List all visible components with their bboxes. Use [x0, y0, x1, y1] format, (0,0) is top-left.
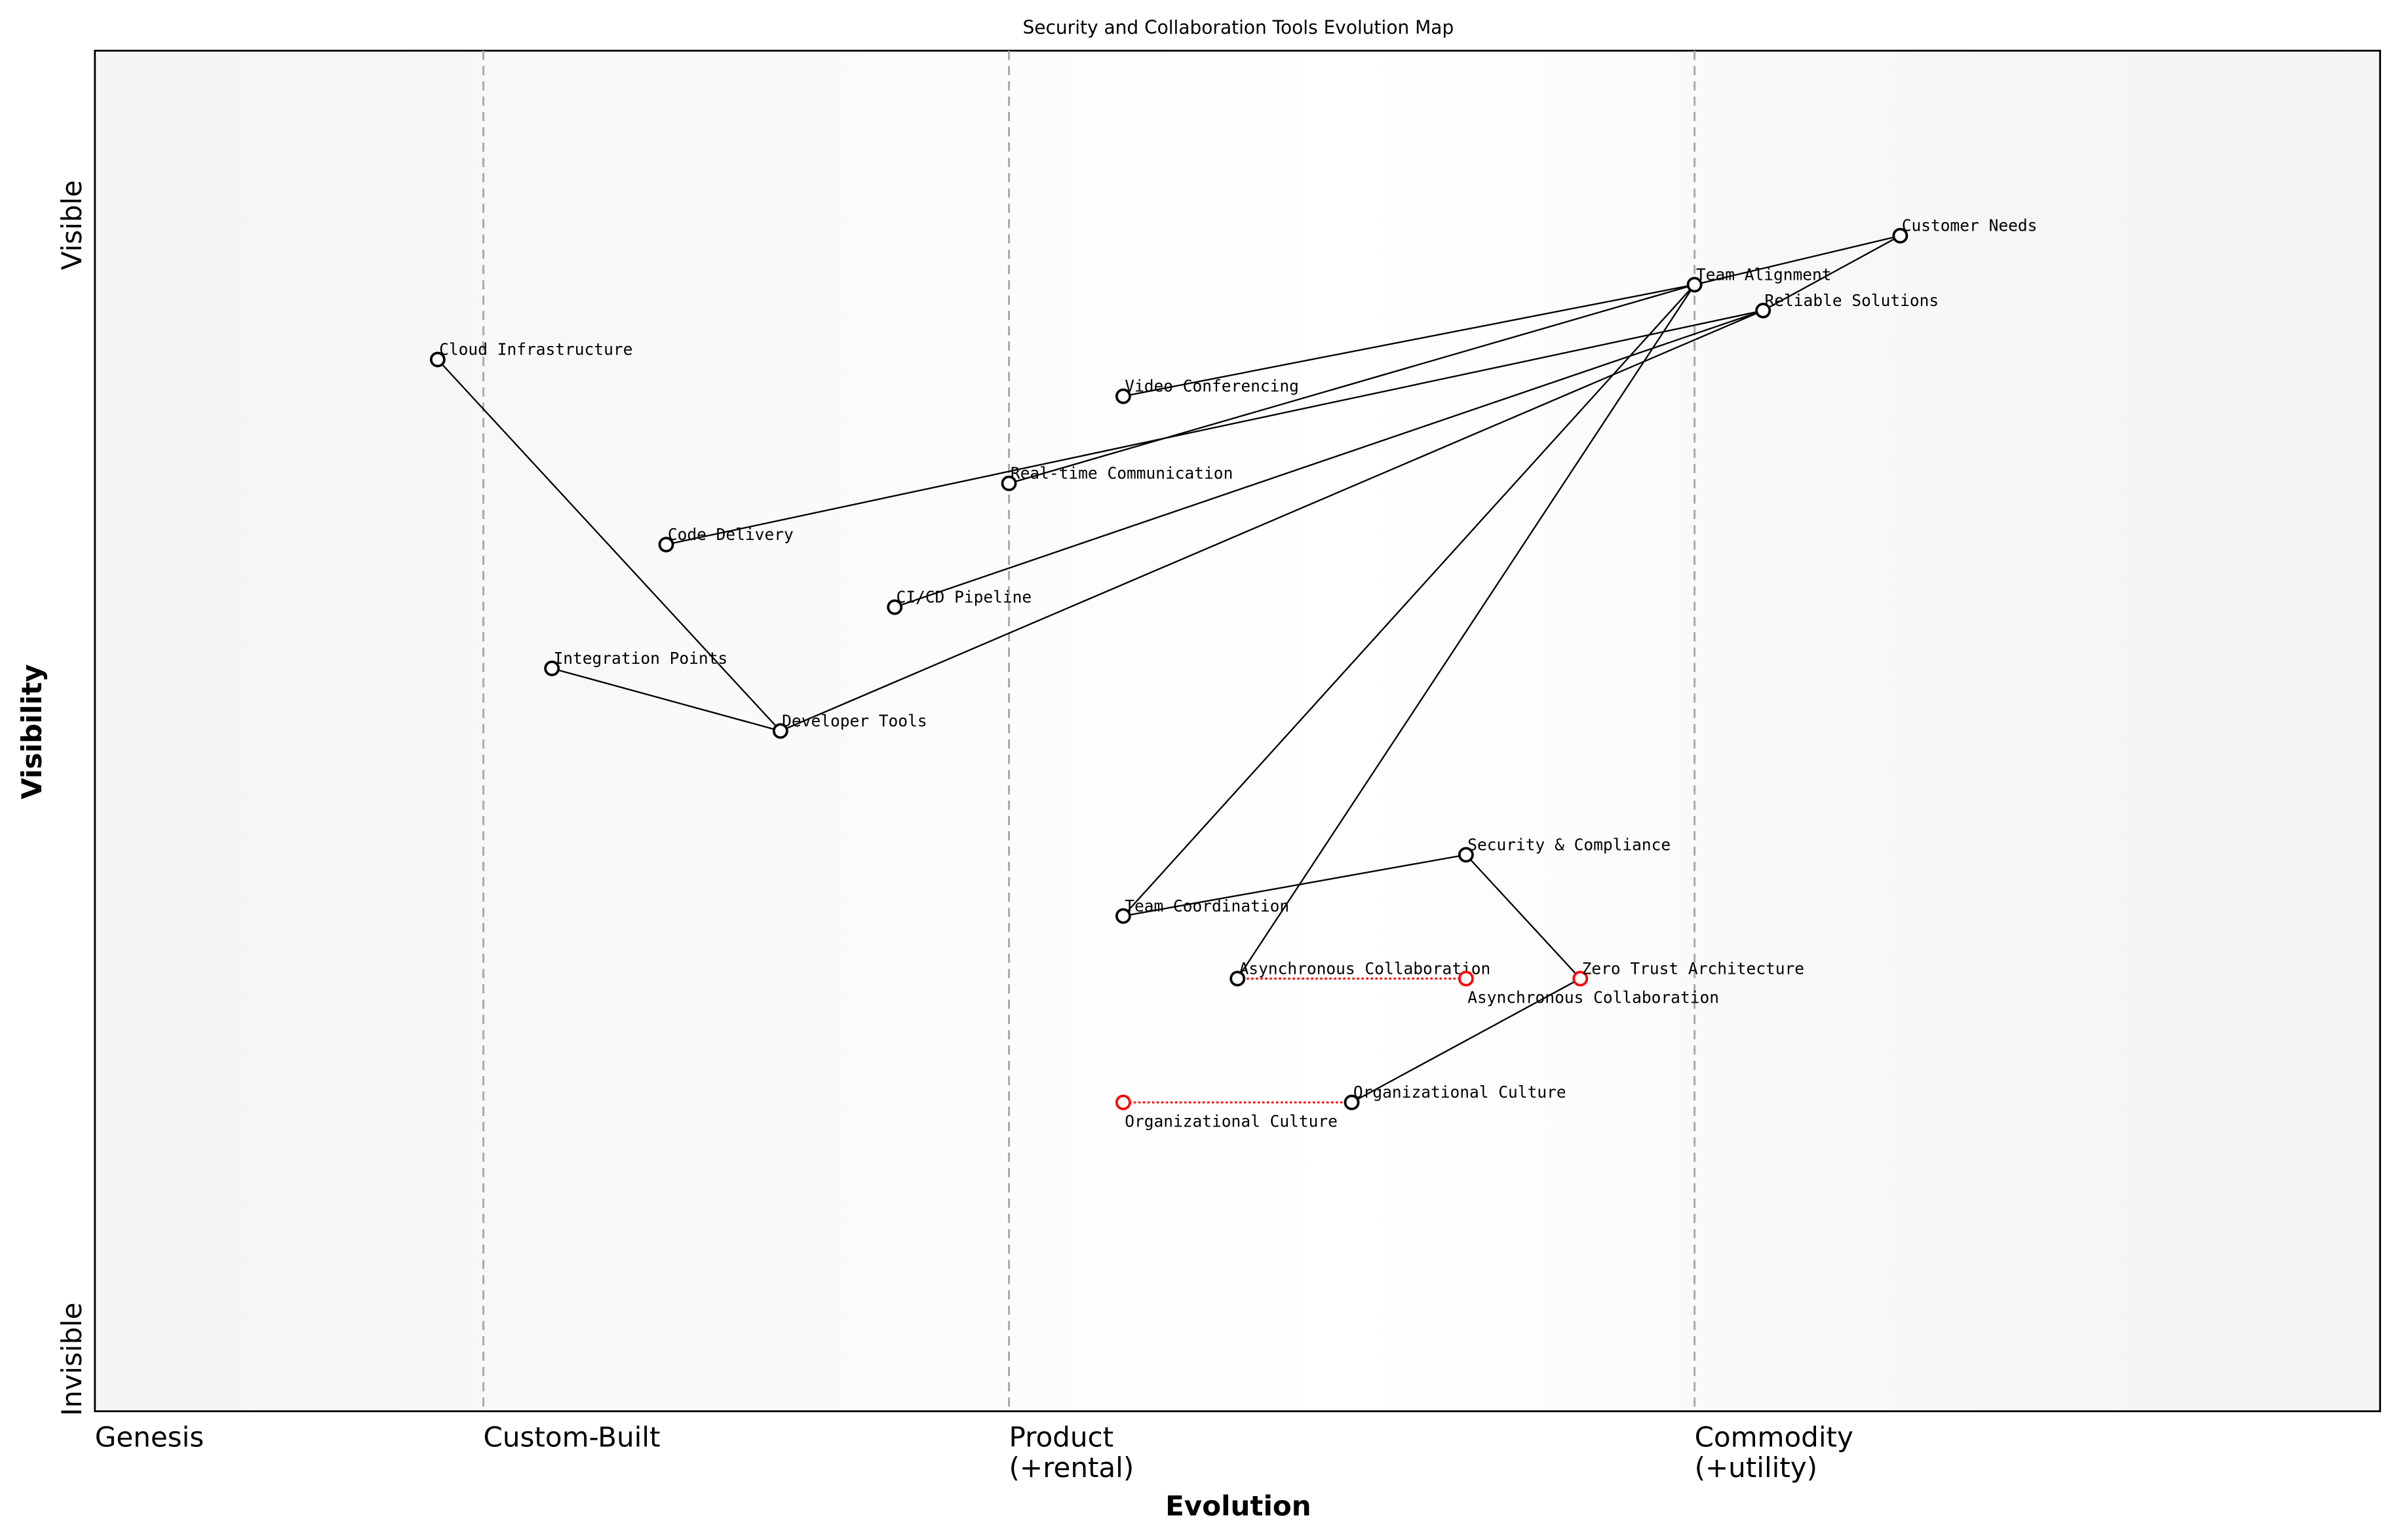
- node-customer-needs[interactable]: Customer Needs: [1892, 216, 2038, 244]
- plot-area: [94, 49, 2382, 1412]
- stage-label: Commodity: [1695, 1421, 1853, 1453]
- stage-sublabel: (+utility): [1695, 1452, 1817, 1484]
- link-integration-points-to-developer-tools: [551, 667, 781, 732]
- node-cloud-infrastructure[interactable]: Cloud Infrastructure: [429, 340, 633, 368]
- node-label: Code Delivery: [668, 525, 794, 544]
- node-label: Zero Trust Architecture: [1582, 959, 1804, 978]
- node-marker[interactable]: [1115, 908, 1131, 924]
- link-team-alignment-to-video-conferencing: [1123, 284, 1695, 397]
- y-axis-title: Visibility: [16, 664, 48, 799]
- node-label: Organizational Culture: [1125, 1112, 1338, 1131]
- node-label: Customer Needs: [1902, 216, 2038, 235]
- link-team-alignment-to-team-coordination: [1123, 284, 1695, 917]
- node-marker[interactable]: [658, 537, 674, 552]
- node-real-time-communication[interactable]: Real-time Communication: [1001, 464, 1233, 491]
- node-marker[interactable]: [887, 599, 903, 615]
- node-ci-cd-pipeline[interactable]: CI/CD Pipeline: [887, 588, 1032, 615]
- node-asynchronous-collaboration-evolved[interactable]: Asynchronous Collaboration: [1458, 971, 1719, 1007]
- y-axis-bottom-label: Invisible: [56, 1302, 88, 1415]
- node-marker[interactable]: [1572, 971, 1589, 987]
- link-cloud-infrastructure-to-developer-tools: [436, 358, 781, 732]
- link-security-compliance-to-zero-trust-architecture: [1465, 854, 1581, 980]
- node-reliable-solutions[interactable]: Reliable Solutions: [1755, 291, 1939, 318]
- stage-sublabel: (+rental): [1009, 1452, 1134, 1484]
- stage-dividers: [482, 50, 1696, 1412]
- stage-label: Genesis: [95, 1421, 204, 1453]
- node-video-conferencing[interactable]: Video Conferencing: [1115, 377, 1299, 404]
- node-label: Asynchronous Collaboration: [1467, 988, 1719, 1007]
- node-integration-points[interactable]: Integration Points: [544, 649, 728, 676]
- node-marker[interactable]: [544, 661, 560, 676]
- nodes: Customer Needs Team Alignment Reliable Sol…: [429, 216, 2038, 1131]
- node-organizational-culture-evolved[interactable]: Organizational Culture: [1115, 1094, 1338, 1131]
- node-label: Security & Compliance: [1467, 835, 1671, 854]
- node-team-alignment[interactable]: Team Alignment: [1686, 265, 1832, 293]
- node-label: Organizational Culture: [1353, 1083, 1566, 1102]
- node-marker[interactable]: [1458, 847, 1474, 863]
- link-team-alignment-to-real-time-communication: [1009, 284, 1695, 484]
- node-label: Cloud Infrastructure: [439, 340, 632, 359]
- node-security-compliance[interactable]: Security & Compliance: [1458, 835, 1671, 863]
- link-team-coordination-to-security-compliance: [1123, 854, 1467, 917]
- link-team-alignment-to-asynchronous-collaboration: [1237, 284, 1695, 979]
- node-label: Integration Points: [554, 649, 728, 668]
- stage-labels: Genesis Custom-Built Product(+rental) Commo…: [95, 1421, 1853, 1484]
- node-label: Reliable Solutions: [1765, 291, 1939, 310]
- node-marker[interactable]: [772, 723, 788, 739]
- node-label: Real-time Communication: [1011, 464, 1233, 483]
- link-customer-needs-to-reliable-solutions: [1762, 235, 1901, 311]
- node-label: Video Conferencing: [1125, 377, 1299, 396]
- node-label: Developer Tools: [782, 711, 927, 730]
- node-marker[interactable]: [1755, 302, 1771, 318]
- node-marker[interactable]: [1229, 971, 1246, 987]
- node-label: CI/CD Pipeline: [897, 588, 1032, 607]
- node-marker[interactable]: [429, 351, 446, 368]
- node-organizational-culture[interactable]: Organizational Culture: [1344, 1083, 1566, 1111]
- node-marker[interactable]: [1344, 1094, 1360, 1111]
- link-reliable-solutions-to-developer-tools: [780, 309, 1764, 732]
- stage-label: Custom-Built: [484, 1421, 661, 1453]
- node-marker[interactable]: [1115, 388, 1131, 404]
- y-axis-top-label: Visible: [56, 180, 88, 270]
- node-marker[interactable]: [1115, 1094, 1131, 1111]
- node-team-coordination[interactable]: Team Coordination: [1115, 896, 1289, 924]
- links: [436, 235, 1901, 1104]
- x-axis-title: Evolution: [1165, 1490, 1311, 1522]
- link-customer-needs-to-team-alignment: [1694, 235, 1901, 286]
- stage-label: Product: [1009, 1421, 1114, 1453]
- node-label: Team Coordination: [1125, 896, 1289, 915]
- node-marker[interactable]: [1001, 475, 1017, 491]
- node-zero-trust-architecture[interactable]: Zero Trust Architecture: [1572, 959, 1804, 987]
- node-label: Team Alignment: [1696, 265, 1832, 284]
- node-label: Asynchronous Collaboration: [1239, 959, 1491, 978]
- node-marker[interactable]: [1458, 971, 1474, 987]
- node-code-delivery[interactable]: Code Delivery: [658, 525, 794, 552]
- chart-title: Security and Collaboration Tools Evoluti…: [1023, 17, 1454, 39]
- node-marker[interactable]: [1686, 277, 1703, 293]
- link-reliable-solutions-to-ci-cd-pipeline: [894, 309, 1764, 608]
- link-zero-trust-architecture-to-organizational-culture: [1351, 978, 1581, 1104]
- link-reliable-solutions-to-code-delivery: [666, 309, 1764, 546]
- node-marker[interactable]: [1892, 227, 1908, 244]
- node-asynchronous-collaboration[interactable]: Asynchronous Collaboration: [1229, 959, 1491, 987]
- node-developer-tools[interactable]: Developer Tools: [772, 711, 927, 739]
